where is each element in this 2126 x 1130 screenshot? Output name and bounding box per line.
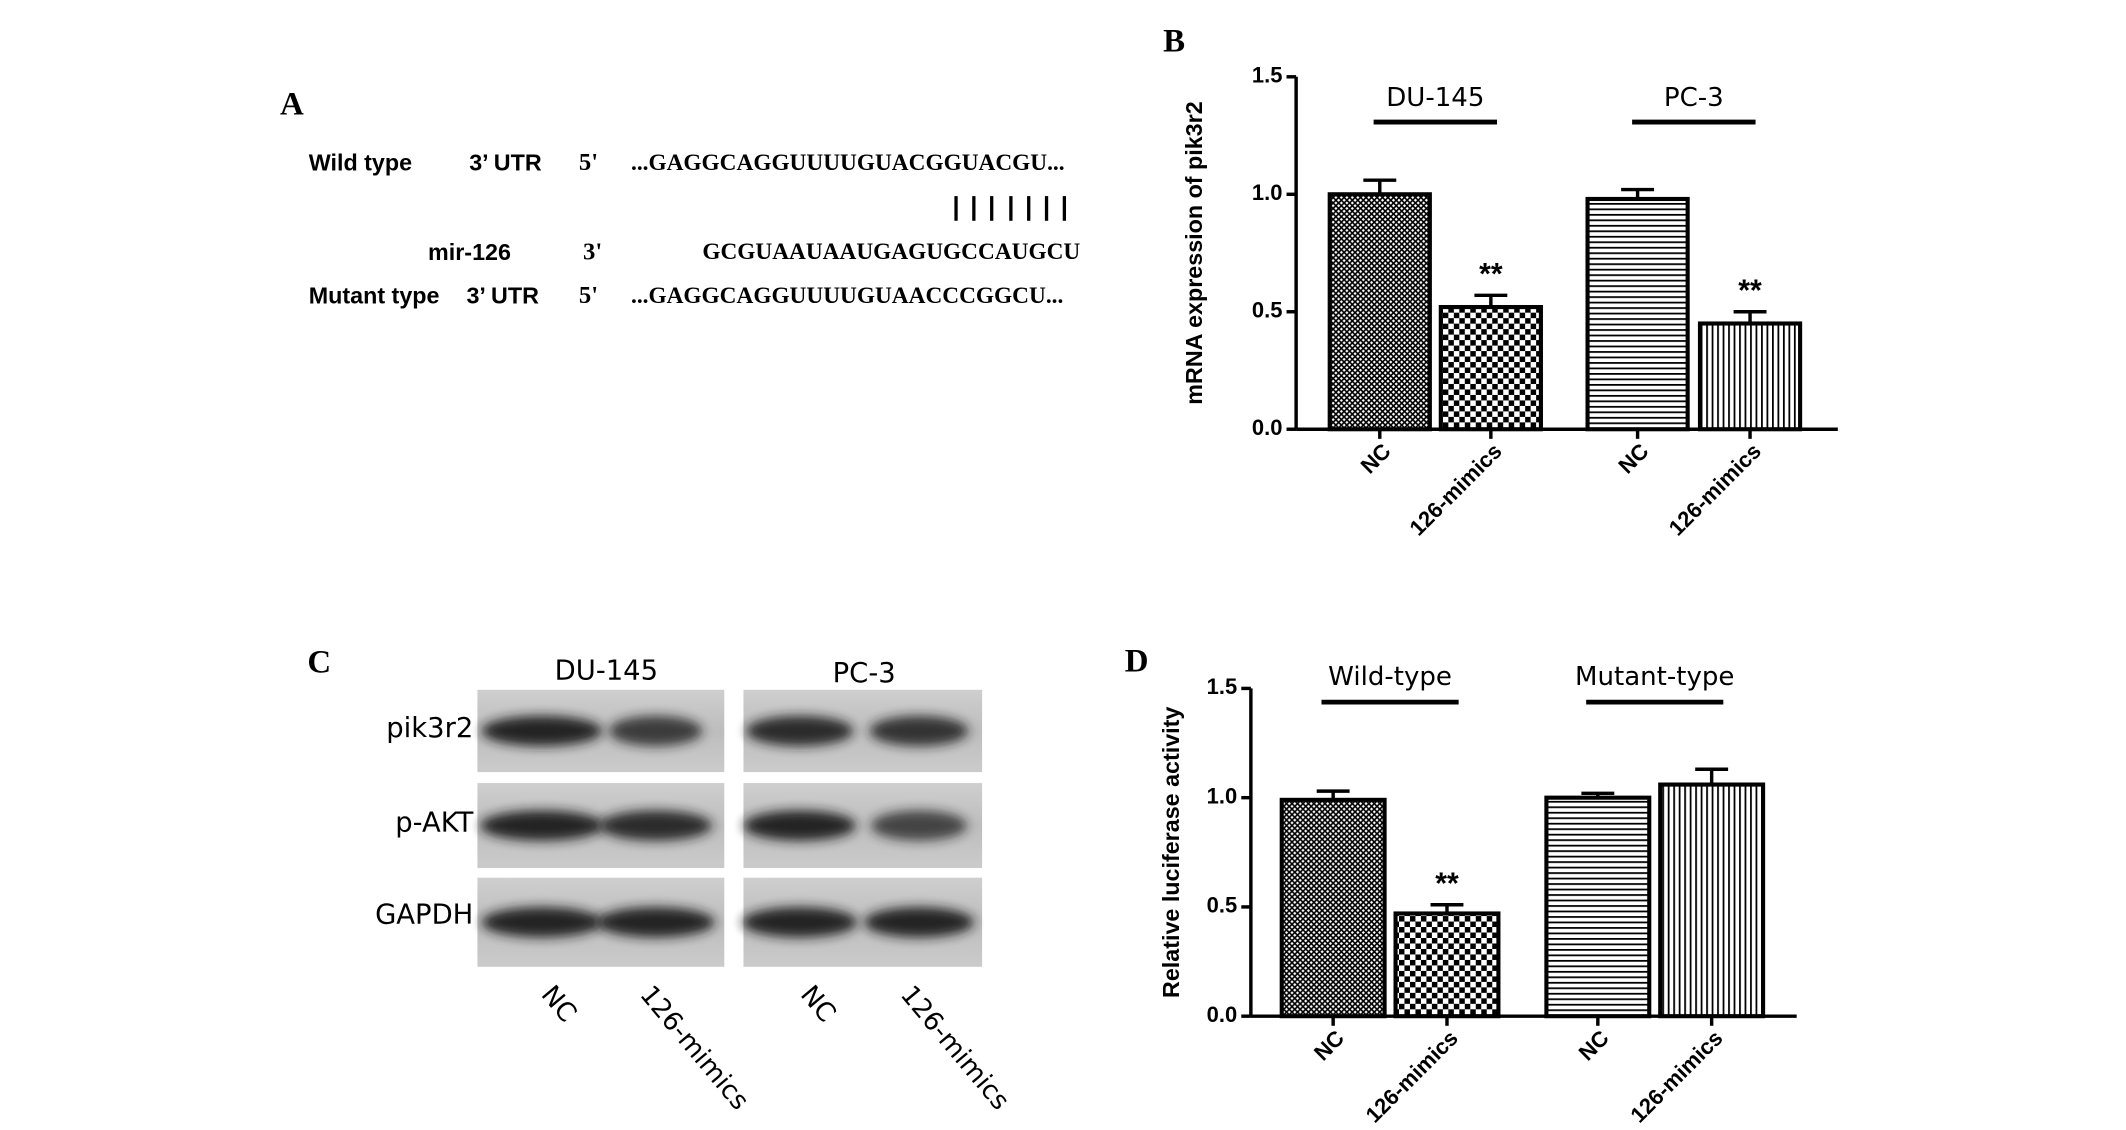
group-label: DU-145 (555, 655, 658, 686)
y-axis-label: mRNA expression of pik3r2 (1181, 101, 1207, 404)
y-tick-label: 1.0 (1252, 180, 1283, 205)
base-pairing (954, 196, 1067, 221)
blot-band (481, 907, 603, 938)
row-name: Mutant type (309, 283, 440, 309)
x-tick-label: 126-mimics (1405, 438, 1507, 540)
group-label: Wild-type (1328, 662, 1452, 692)
row-end: 5' (579, 149, 598, 176)
blot-band (746, 715, 854, 747)
blot-band (742, 907, 858, 938)
bar-chart: D Relative luciferase activity 0.0 0.5 1.0 1.… (1125, 643, 1797, 1128)
significance: ** (1435, 868, 1459, 901)
group-label: Mutant-type (1575, 662, 1734, 692)
protein-label: GAPDH (375, 900, 473, 931)
lane-label: 126-mimics (894, 980, 1015, 1116)
lane-label: NC (535, 980, 582, 1028)
bar (1658, 782, 1766, 1019)
significance: ** (1479, 258, 1503, 291)
group-label: DU-145 (1386, 83, 1484, 113)
blot-band (599, 810, 712, 841)
panel-label: C (307, 645, 331, 681)
lane-label: 126-mimics (634, 980, 755, 1116)
row-name: mir-126 (428, 239, 511, 265)
protein-label: p-AKT (395, 808, 473, 839)
x-tick-label: NC (1574, 1025, 1614, 1065)
panel-label: D (1125, 643, 1149, 679)
y-tick-label: 0.0 (1252, 415, 1283, 440)
blot-band (871, 810, 968, 841)
bar (1697, 321, 1803, 432)
x-tick-label: 126-mimics (1625, 1025, 1727, 1127)
panel-a: A Wild type 3’ UTR 5' ...GAGGCAGGUUUUGUA… (280, 87, 1080, 310)
y-tick-label: 1.0 (1207, 783, 1238, 808)
y-tick-label: 1.5 (1252, 63, 1283, 88)
bar (1279, 797, 1387, 1019)
blot-band (481, 715, 603, 747)
bar (1585, 196, 1690, 432)
sequence: GCGUAAUAAUGAGUGCCAUGCU (702, 239, 1080, 265)
panel-label: B (1163, 23, 1185, 59)
blot-band (864, 907, 974, 938)
row-end: 3' (583, 238, 602, 265)
row-region: 3’ UTR (469, 150, 542, 176)
row-region: 3’ UTR (466, 283, 539, 309)
x-tick-label: NC (1613, 438, 1653, 478)
row-end: 5' (579, 282, 598, 309)
x-tick-label: 126-mimics (1664, 438, 1766, 540)
sequence: ...GAGGCAGGUUUUGUAACCCGGCU... (631, 283, 1063, 309)
group-label: PC-3 (833, 658, 896, 689)
bar (1438, 304, 1543, 432)
bar (1327, 192, 1432, 432)
blot-band (869, 715, 969, 747)
x-tick-label: NC (1356, 438, 1396, 478)
blot-band (596, 907, 715, 938)
bar (1544, 795, 1652, 1019)
sequence: ...GAGGCAGGUUUUGUACGGUACGU... (631, 150, 1065, 176)
significance: ** (1738, 275, 1762, 308)
x-tick-label: NC (1309, 1025, 1349, 1065)
lane-label: NC (794, 980, 841, 1028)
y-axis-label: Relative luciferase activity (1158, 707, 1184, 998)
protein-label: pik3r2 (386, 713, 473, 744)
blot-band (743, 810, 856, 841)
y-tick-label: 0.0 (1207, 1002, 1238, 1027)
y-tick-label: 1.5 (1207, 674, 1238, 699)
y-tick-label: 0.5 (1252, 298, 1283, 323)
x-tick-label: 126-mimics (1361, 1025, 1463, 1127)
bar (1393, 911, 1501, 1019)
panel-c: C DU-145 PC-3 pik3r2 p-AKT GAPDH NC 126-m… (307, 645, 1015, 1116)
y-tick-label: 0.5 (1207, 893, 1238, 918)
panel-label: A (280, 87, 304, 123)
group-label: PC-3 (1664, 83, 1724, 113)
row-name: Wild type (309, 150, 412, 176)
blot-band (480, 810, 604, 841)
blot-band (609, 715, 703, 747)
